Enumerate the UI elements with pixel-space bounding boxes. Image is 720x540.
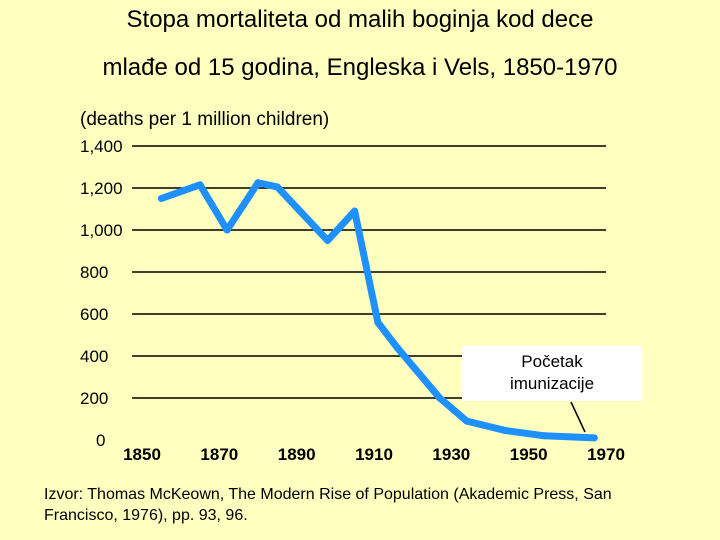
data-point xyxy=(393,344,401,352)
data-point xyxy=(590,434,598,442)
data-point xyxy=(436,394,444,402)
y-tick-label: 800 xyxy=(80,263,108,282)
x-tick-label: 1910 xyxy=(355,445,393,464)
data-point xyxy=(463,417,471,425)
x-tick-label: 1850 xyxy=(123,445,161,464)
data-point xyxy=(351,207,359,215)
annotation-line1: Početak xyxy=(521,352,583,371)
data-point xyxy=(501,427,509,435)
y-tick-label: 1,000 xyxy=(80,221,123,240)
chart-title-line1: Stopa mortaliteta od malih boginja kod d… xyxy=(126,6,594,33)
series-line xyxy=(160,179,595,442)
annotation-pointer xyxy=(570,401,586,433)
y-tick-label: 200 xyxy=(80,389,108,408)
y-tick-label: 1,200 xyxy=(80,179,123,198)
x-tick-label: 1930 xyxy=(432,445,470,464)
data-point xyxy=(157,195,165,202)
x-tick-label: 1870 xyxy=(200,445,238,464)
data-point xyxy=(223,226,231,234)
data-point xyxy=(540,432,548,440)
x-tick-label: 1950 xyxy=(510,445,548,464)
data-point xyxy=(254,179,262,187)
data-point xyxy=(324,237,332,244)
data-point xyxy=(374,318,382,326)
mortality-chart: 0 200 400 600 800 1,000 1,200 1,400 1850 1870 189… xyxy=(80,109,625,464)
data-point xyxy=(196,181,204,189)
y-tick-label: 1,400 xyxy=(80,137,123,156)
data-point xyxy=(273,183,281,191)
y-tick-label: 0 xyxy=(96,431,105,450)
x-tick-label: 1890 xyxy=(278,445,316,464)
y-tick-label: 600 xyxy=(80,305,108,324)
annotation-line2: imunizacije xyxy=(509,374,595,393)
x-tick-label: 1970 xyxy=(587,445,625,464)
y-tick-label: 400 xyxy=(80,347,108,366)
annotation-box: Početak imunizacije xyxy=(462,346,642,401)
source-note: Izvor: Thomas McKeown, The Modern Rise o… xyxy=(44,486,612,524)
chart-title-line2: mlađe od 15 godina, Engleska i Vels, 185… xyxy=(102,54,618,81)
y-axis-label: (deaths per 1 million children) xyxy=(80,109,329,130)
